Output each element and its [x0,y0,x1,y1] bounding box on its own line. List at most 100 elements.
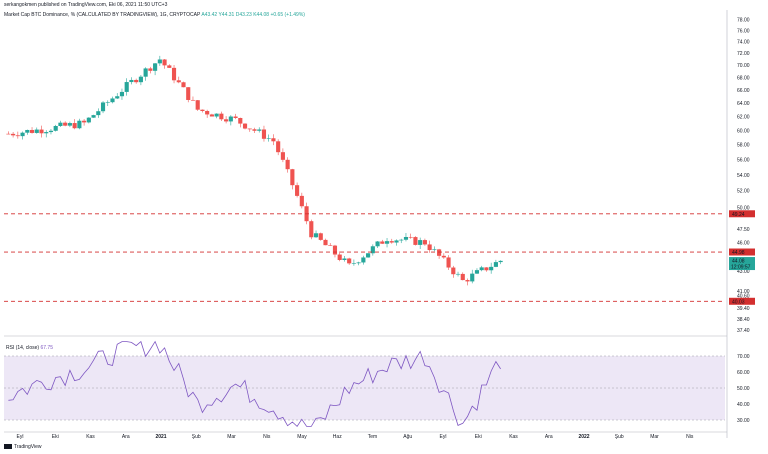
candle [389,241,394,243]
candle [413,237,418,245]
candle [356,262,361,264]
candle [167,65,172,68]
candle [63,122,68,126]
candle [67,123,72,126]
candle [252,129,257,131]
countdown-label: 12:09:57 [731,265,751,271]
candle [53,125,58,131]
rsi-legend: RSI (14, close) 67.75 [6,345,53,351]
time-tick-label: Nis [686,434,694,440]
time-tick-label: Haz [333,434,342,440]
candle [460,273,465,281]
candle [418,240,423,245]
candle [190,99,196,101]
candle [455,273,461,275]
time-tick-label: Mar [650,434,659,440]
candle [375,241,380,247]
time-tick-label: Kas [86,434,95,440]
rsi-tick-label: 60.00 [737,370,750,376]
candle [261,129,267,139]
rsi-line [8,340,501,428]
price-tick-label: 41.00 [737,289,750,295]
price-tick-label: 38.40 [737,317,750,323]
candle [484,267,489,271]
candle [119,91,125,97]
candle [39,129,44,134]
candle [342,258,347,260]
rsi-tick-label: 50.00 [737,386,750,392]
candle [337,254,342,260]
candle [86,117,91,123]
candle [493,262,498,267]
price-tick-label: 50.00 [737,205,750,211]
candle [157,59,162,64]
candle [219,113,224,120]
candle [148,68,153,71]
candle [153,63,158,71]
candle [498,260,503,263]
candle [361,257,366,263]
rsi-value: 67.75 [40,345,53,351]
candle [474,270,480,274]
candle [489,266,494,271]
candle [25,129,30,133]
rsi-tick-label: 30.00 [737,418,750,424]
rsi-tick-label: 70.00 [737,354,750,360]
candle [318,233,323,240]
candle [276,141,281,153]
candle [432,249,437,251]
ohlc-values: A43.42 Y44.31 D43.23 K44.08 +0.65 (+1.49… [201,12,305,18]
symbol-interval: 1G [159,12,167,18]
candle [214,113,219,117]
candle [72,123,77,129]
price-tick-label: 76.00 [737,28,750,34]
price-tick-label: 56.00 [737,157,750,163]
tradingview-logo-icon [4,444,12,449]
candle [422,240,427,245]
candle [446,257,451,268]
price-tick-label: 46.00 [737,241,750,247]
candle [48,130,54,133]
candle [186,87,191,100]
candle [366,253,371,258]
time-tick-label: Eyl [440,434,447,440]
candle [437,249,442,256]
time-tick-label: Mar [227,434,236,440]
candle [470,273,475,282]
level-price-tag [729,248,755,256]
level-price-tag [729,297,755,305]
price-tick-label: 54.00 [737,173,750,179]
price-tick-label: 52.00 [737,189,750,195]
candle [162,59,167,66]
price-tick-label: 68.00 [737,75,750,81]
time-tick-label: Nis [263,434,271,440]
candle [138,76,143,83]
price-tick-label: 39.40 [737,306,750,312]
candle [313,233,319,238]
candle [77,120,82,129]
time-tick-label: Tem [368,434,377,440]
candle [370,246,375,254]
symbol-source: (CALCULATED BY TRADINGVIEW) [76,12,158,18]
candle [427,244,432,251]
candle [271,138,276,142]
candle [176,80,181,83]
candle [110,98,115,103]
tradingview-logo[interactable]: TradingView [4,444,42,450]
level-price-tag [729,210,755,218]
candle [309,221,314,238]
candle [479,267,484,271]
candle [44,132,49,134]
candle [105,102,110,103]
candle [195,100,200,110]
watermark-text: TradingView [14,444,42,450]
candle [96,111,101,116]
candle [205,110,210,115]
price-tick-label: 64.00 [737,101,750,107]
symbol-exchange: CRYPTOCAP [169,12,201,18]
candle [91,115,96,118]
price-tick-label: 70.00 [737,63,750,69]
candle [266,138,271,139]
candle [238,117,243,124]
